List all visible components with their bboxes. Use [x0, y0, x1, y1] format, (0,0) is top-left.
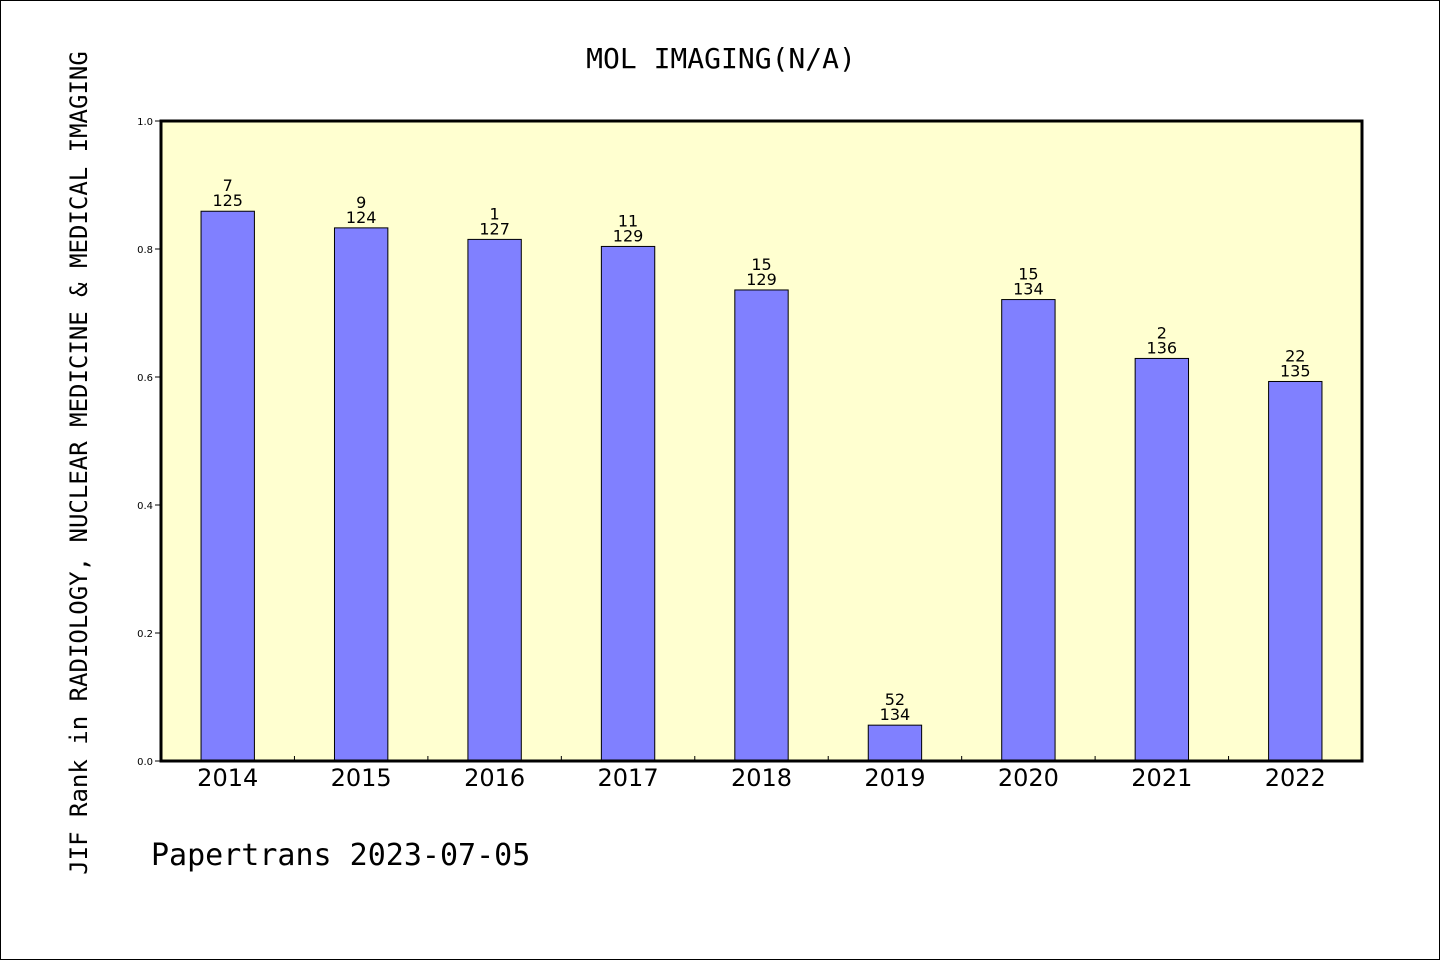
bar-2021: [1134, 357, 1190, 762]
bar-2018: [734, 289, 789, 762]
y-tick-label: 0.2: [137, 629, 153, 640]
x-tick-label: 2015: [331, 764, 392, 792]
y-axis-ticks: 0.0 0.2 0.4 0.6 0.8 1.0: [137, 117, 161, 768]
x-tick-label: 2016: [464, 764, 525, 792]
y-axis-label: JIF Rank in RADIOLOGY, NUCLEAR MEDICINE …: [65, 51, 93, 875]
x-tick-label: 2017: [598, 764, 659, 792]
chart-title: MOL IMAGING(N/A): [586, 42, 856, 75]
bar-2014: [200, 210, 255, 762]
bar-2015: [333, 227, 389, 762]
x-tick-label: 2019: [864, 764, 925, 792]
bar-rank-label: 11: [618, 211, 638, 230]
bar-rank-label: 1: [490, 204, 500, 223]
x-tick-label: 2022: [1265, 764, 1326, 792]
bar-2019: [867, 724, 923, 762]
bar-total-label: 136: [1147, 338, 1178, 357]
y-tick-label: 1.0: [137, 117, 153, 128]
bar-rank-label: 7: [223, 176, 233, 195]
y-tick-label: 0.0: [137, 757, 153, 768]
bar-2016: [467, 238, 522, 762]
bar-total-label: 129: [613, 226, 644, 245]
y-tick-label: 0.6: [137, 373, 153, 384]
bar-total-label: 134: [880, 705, 911, 724]
bar-total-label: 134: [1013, 280, 1044, 299]
bar-2017: [600, 245, 656, 762]
bar-total-label: 129: [746, 270, 777, 289]
footer-credit: Papertrans 2023-07-05: [151, 838, 530, 873]
plot-border: [159, 119, 1364, 763]
bar-total-label: 124: [346, 208, 377, 227]
bar-rank-label: 52: [885, 690, 905, 709]
bar-rank-label: 15: [1018, 265, 1038, 284]
bar-rank-label: 22: [1285, 346, 1305, 365]
bar-rank-label: 9: [356, 193, 366, 212]
bar-2022: [1268, 380, 1323, 762]
x-tick-label: 2018: [731, 764, 792, 792]
y-tick-label: 0.4: [137, 501, 153, 512]
bar-rank-label: 2: [1157, 323, 1167, 342]
x-tick-label: 2021: [1131, 764, 1192, 792]
bars: [200, 210, 1323, 762]
x-axis-ticks: 2014 2015 2016 2017 2018 2019 2020 2021 2022: [197, 756, 1326, 792]
bar-2020: [1001, 299, 1056, 762]
bar-total-label: 135: [1280, 361, 1311, 380]
x-tick-label: 2014: [197, 764, 258, 792]
bar-total-label: 127: [479, 219, 510, 238]
y-tick-label: 0.8: [137, 245, 153, 256]
bar-rank-label: 15: [751, 255, 771, 274]
x-tick-label: 2020: [998, 764, 1059, 792]
bar-total-label: 125: [212, 191, 243, 210]
